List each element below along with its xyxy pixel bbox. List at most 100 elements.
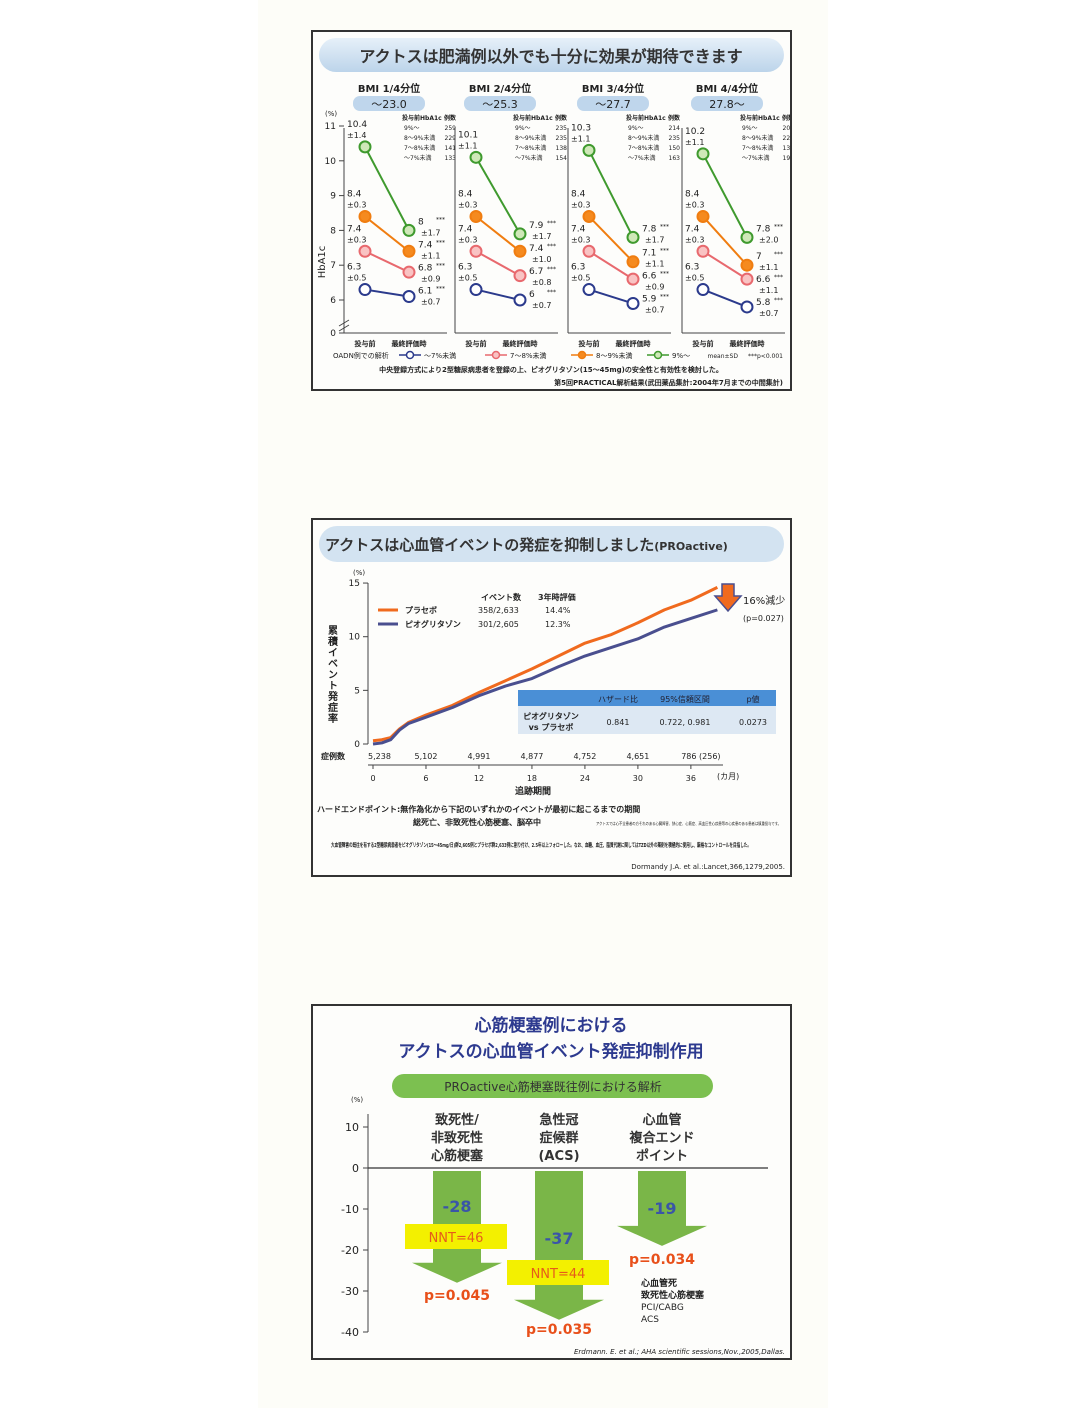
legend-events: 358/2,633 <box>478 606 519 615</box>
hazard-row-label: ピオグリタゾン <box>523 711 579 721</box>
x-tick-label: 0 <box>370 774 375 783</box>
value-before: 6.3 <box>685 263 699 273</box>
point-after <box>626 230 640 244</box>
range-pill <box>577 96 649 111</box>
table-row-label: 9%〜 <box>515 125 531 132</box>
x-tick-label: 24 <box>580 774 590 783</box>
at-risk-value: 4,651 <box>626 752 649 761</box>
y-tick-label: -20 <box>341 1244 359 1257</box>
y-tick-label: 5 <box>354 686 360 696</box>
study-note: 大血管障害の既往を有する2型糖尿病患者をピオグリタゾン(15〜45mg/日)群2… <box>331 841 751 849</box>
series-line <box>475 215 521 253</box>
value-after: 6.7 <box>529 267 543 277</box>
title-main: アクトスは心血管イベントの発症を抑制しました <box>325 536 654 554</box>
value-after: 5.9 <box>642 295 657 305</box>
table-row-label: 8〜9%未満 <box>628 134 659 142</box>
at-risk-value: 4,752 <box>573 752 596 761</box>
composite-component: 心血管死 <box>641 1277 677 1289</box>
at-risk-value: 5,102 <box>415 752 438 761</box>
point-before <box>696 209 710 223</box>
y-tick-label: 0 <box>330 329 336 339</box>
hazard-row-label: vs プラセボ <box>529 722 574 732</box>
category-label: 心血管 <box>642 1112 681 1128</box>
legend-name: プラセボ <box>405 605 437 615</box>
y-unit-label: (%) <box>351 1096 363 1104</box>
y-tick-label: -40 <box>341 1326 359 1339</box>
table-row-count: 235 <box>669 135 681 142</box>
point-before <box>469 283 483 297</box>
chart-title: アクトスは肥満例以外でも十分に効果が期待できます <box>359 47 742 66</box>
range-pill <box>691 96 763 111</box>
point-after <box>513 269 527 283</box>
table-row-label: 8〜9%未満 <box>742 134 773 142</box>
table-row-label: 9%〜 <box>742 125 758 132</box>
significance-mark: *** <box>660 223 669 230</box>
value-before: 8.4 <box>685 189 700 199</box>
sd-before: ±0.5 <box>458 274 477 283</box>
range-pill <box>353 96 425 111</box>
series-line-pioglitazone <box>372 608 718 746</box>
table-row-count: 229 <box>445 135 457 142</box>
x-tick-label: 36 <box>686 774 696 783</box>
hazard-table-header <box>518 690 776 706</box>
value-before: 6.3 <box>458 263 472 273</box>
sd-before: ±0.3 <box>347 200 366 209</box>
table-row-label: 8〜9%未満 <box>515 134 546 142</box>
series-line <box>364 215 410 253</box>
value-before: 7.4 <box>458 224 473 234</box>
sd-before: ±1.1 <box>458 141 477 150</box>
significance-mark: *** <box>774 274 783 281</box>
x-tick-label: 12 <box>474 774 484 783</box>
sd-before: ±0.3 <box>458 200 477 209</box>
legend-marker <box>653 350 663 360</box>
point-after <box>740 300 754 314</box>
sd-after: ±1.1 <box>421 251 440 260</box>
table-header-hba1c: 投与前HbA1c <box>740 114 780 122</box>
sd-after: ±0.7 <box>532 301 551 310</box>
sd-before: ±0.3 <box>347 235 366 244</box>
y-tick-label: 10 <box>325 157 337 167</box>
sd-after: ±2.0 <box>759 235 778 244</box>
sd-after: ±0.7 <box>759 309 778 318</box>
sd-before: ±1.4 <box>347 131 366 140</box>
value-after: 8 <box>418 217 424 227</box>
hazard-value: 0.722, 0.981 <box>660 718 711 727</box>
at-risk-label: 症例数 <box>321 751 346 761</box>
table-row-count: 235 <box>556 135 568 142</box>
panel-range: 〜27.7 <box>595 98 631 111</box>
sd-after: ±0.9 <box>421 274 440 283</box>
sd-after: ±1.1 <box>759 263 778 272</box>
title-pill <box>319 526 784 562</box>
subtitle: PROactive心筋梗塞既往例における解析 <box>444 1079 662 1094</box>
y-axis-label: 累積イベント発症率 <box>326 625 339 724</box>
point-after <box>513 293 527 307</box>
series-line <box>475 288 521 301</box>
sd-before: ±0.5 <box>347 274 366 283</box>
y-tick-label: 9 <box>330 192 336 202</box>
table-row-label: 7〜8%未満 <box>404 144 435 152</box>
value-after: 7.9 <box>529 221 544 231</box>
x-axis-label: 追跡期間 <box>515 785 551 797</box>
y-unit-label: (%) <box>325 110 337 118</box>
x-label-before: 投与前 <box>355 339 376 348</box>
x-label-after: 最終評価時 <box>730 339 765 348</box>
subtitle-pill <box>392 1074 713 1098</box>
table-header-hba1c: 投与前HbA1c <box>626 114 666 122</box>
bar-value-label: -37 <box>545 1229 574 1248</box>
at-risk-value: 4,991 <box>468 752 491 761</box>
table-row-count: 139 <box>783 145 790 152</box>
panel-title: BMI 4/4分位 <box>696 82 758 95</box>
value-before: 8.4 <box>347 189 362 199</box>
point-before <box>469 209 483 223</box>
category-label: 致死性/ <box>435 1112 479 1128</box>
table-row-label: 8〜9%未満 <box>404 134 435 142</box>
series-line <box>364 146 410 231</box>
significance-mark: *** <box>547 220 556 227</box>
x-unit-label: (カ月) <box>717 772 739 781</box>
y-axis-label: HbA1c <box>317 246 328 279</box>
point-after <box>402 223 416 237</box>
table-row-count: 154 <box>556 155 568 162</box>
significance-mark: *** <box>774 223 783 230</box>
x-tick-label: 18 <box>527 774 537 783</box>
chart-mi-subgroup: 心筋梗塞例における アクトスの心血管イベント発症抑制作用 PROactive心筋梗塞… <box>311 1004 792 1360</box>
